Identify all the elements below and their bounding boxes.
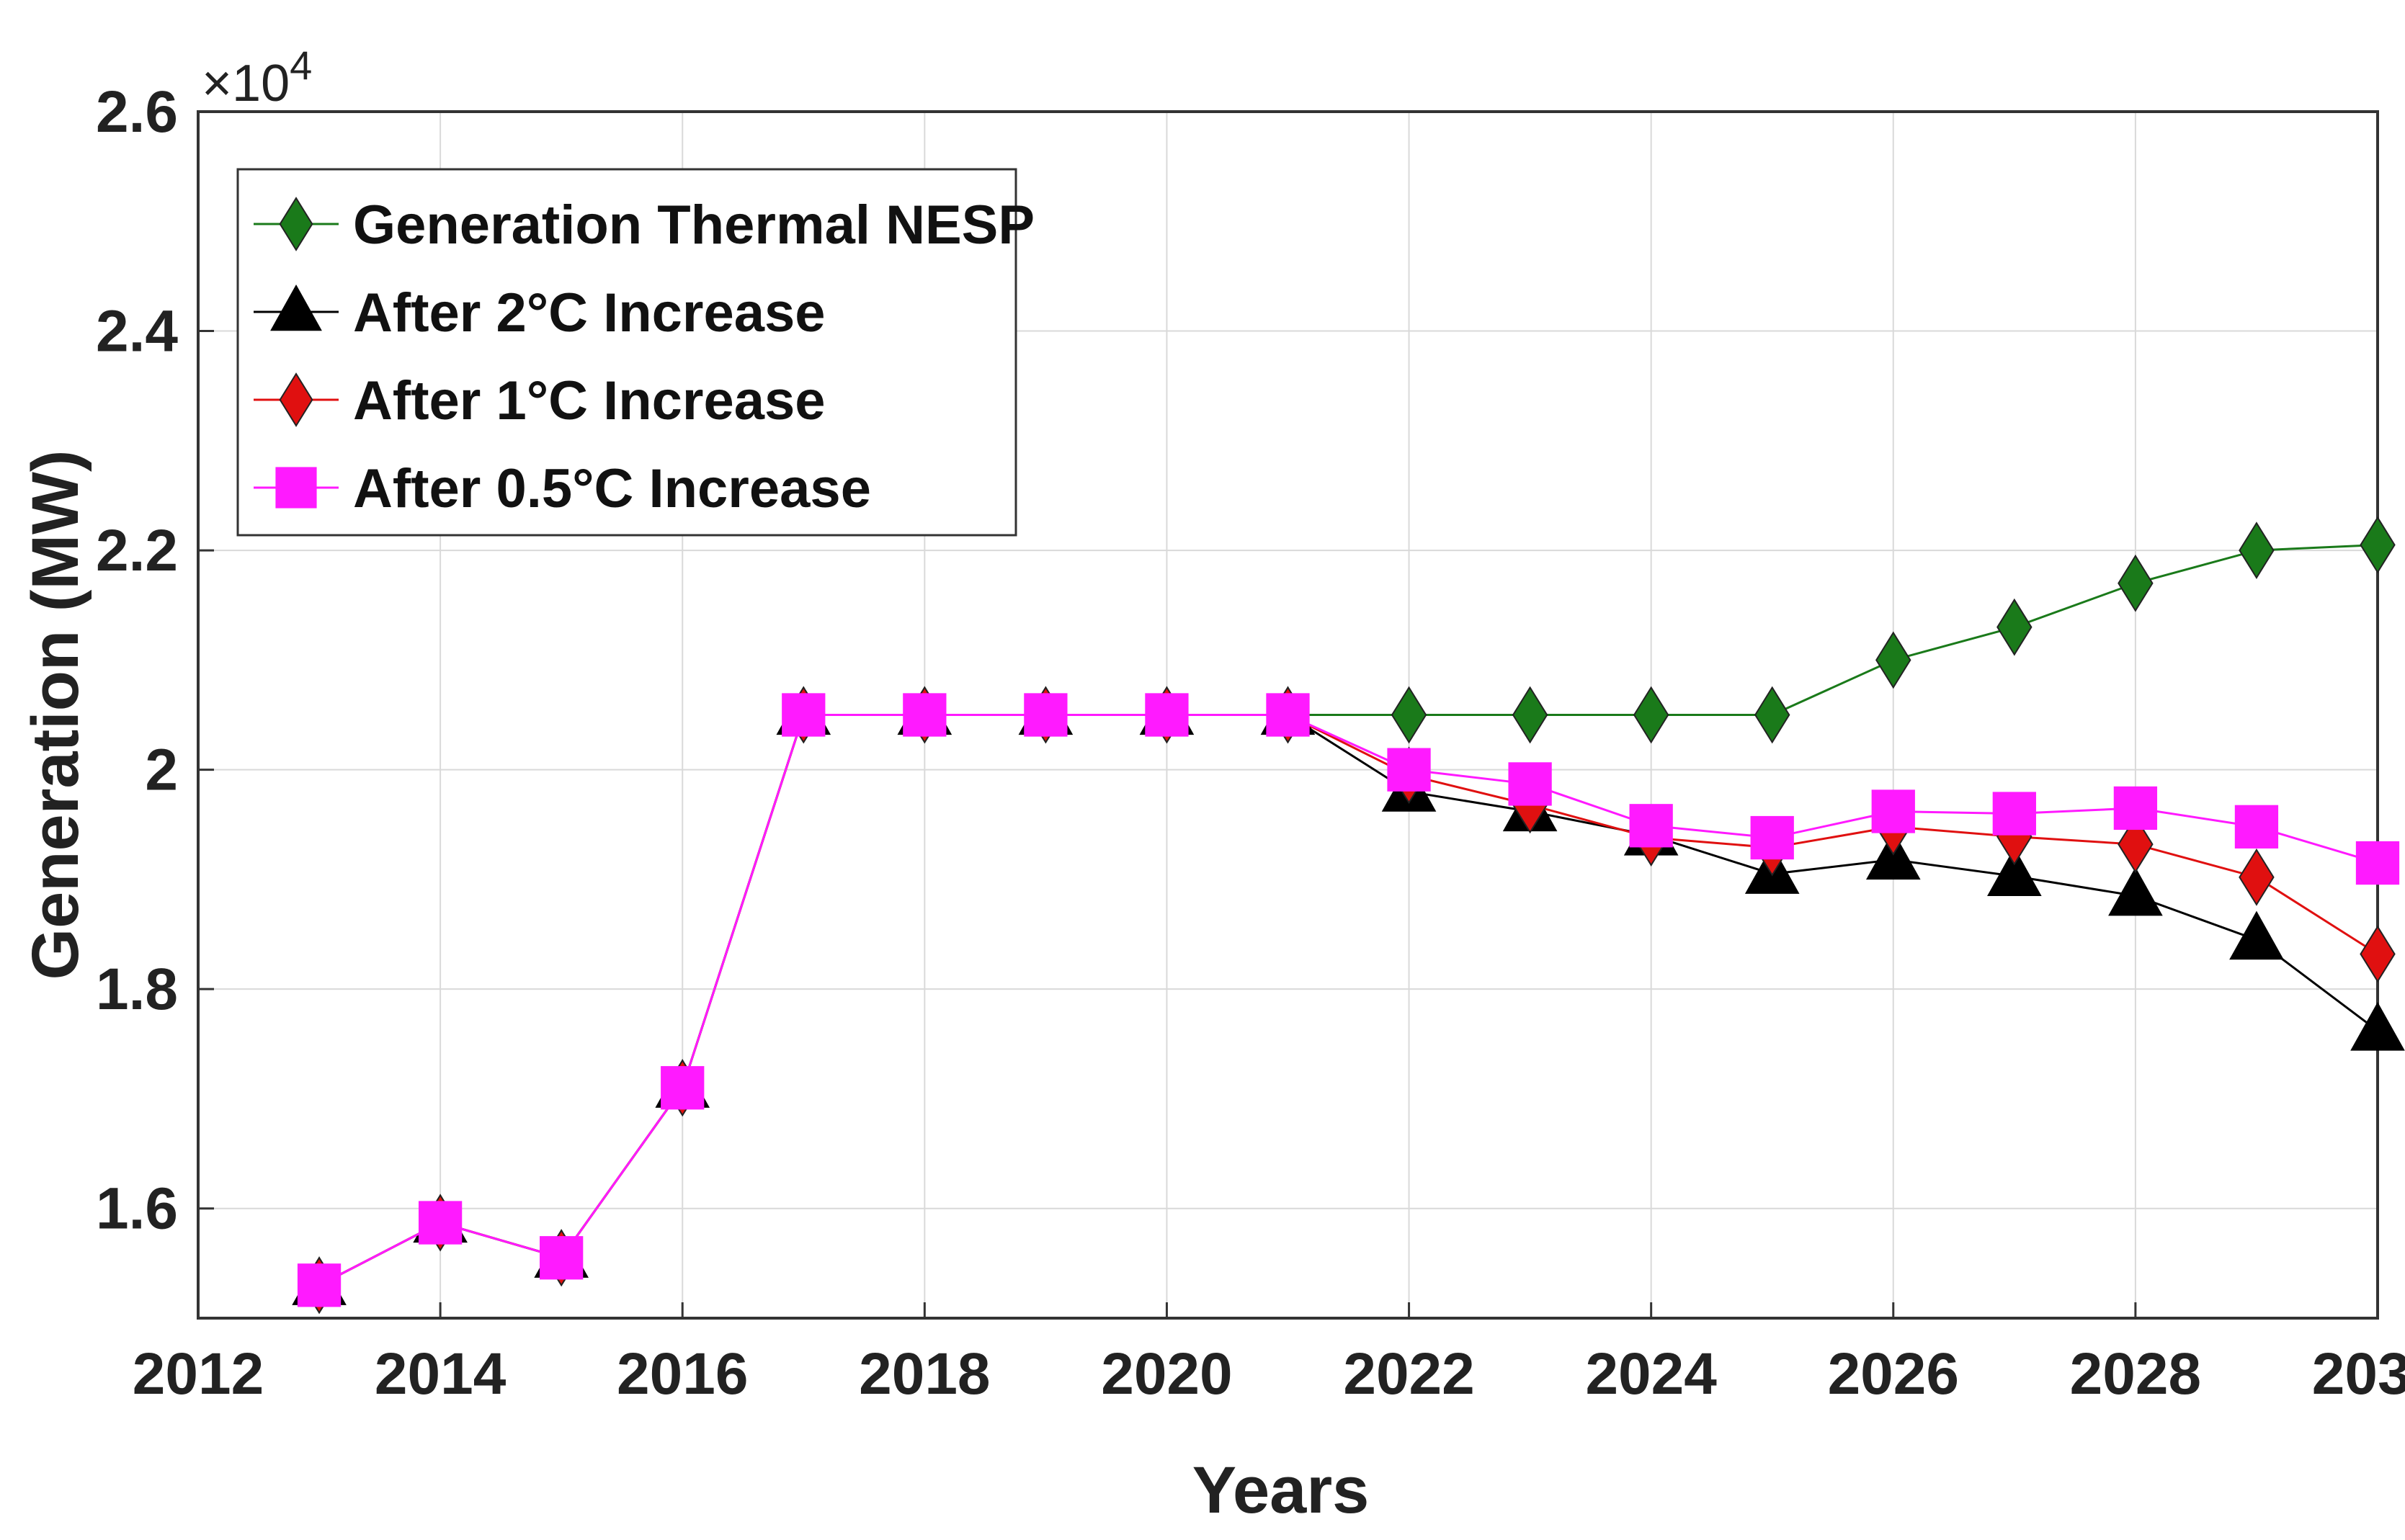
x-tick-label: 2014 — [375, 1341, 507, 1407]
x-tick-label: 2024 — [1585, 1341, 1717, 1407]
legend-marker — [275, 467, 317, 509]
plot-area-frame — [197, 110, 2379, 1320]
data-point — [1871, 789, 1915, 833]
x-tick-label: 2020 — [1101, 1341, 1232, 1407]
data-point — [1865, 831, 1921, 880]
data-point — [2360, 516, 2396, 574]
y-axis-exponent-base: ×10 — [202, 55, 290, 112]
data-point — [2239, 521, 2275, 579]
series-3 — [297, 693, 2400, 1307]
data-point — [1266, 693, 1310, 737]
y-tick-label: 2 — [145, 738, 178, 803]
y-axis-exponent-power: 4 — [290, 42, 312, 88]
data-point — [2355, 841, 2400, 885]
data-point — [1391, 686, 1427, 744]
data-point — [1629, 804, 1673, 848]
y-axis-title: Generation (MW) — [19, 450, 92, 980]
x-tick-label: 2028 — [2070, 1341, 2201, 1407]
legend-label: After 2°C Increase — [353, 282, 826, 344]
series-line — [318, 714, 2378, 1286]
legend-label: After 0.5°C Increase — [353, 458, 871, 519]
x-tick-label: 2030 — [2312, 1341, 2405, 1407]
data-point — [297, 1263, 342, 1307]
data-point — [1875, 631, 1911, 689]
series-1 — [292, 686, 2405, 1305]
data-point — [2360, 925, 2396, 983]
data-point — [1387, 748, 1431, 792]
data-point — [1512, 686, 1548, 744]
x-tick-label: 2026 — [1828, 1341, 1959, 1407]
data-point — [1145, 693, 1189, 737]
data-point — [2239, 848, 2275, 906]
data-point — [2118, 554, 2154, 612]
legend-marker — [270, 284, 322, 331]
data-point — [1996, 598, 2033, 656]
data-point — [661, 1066, 705, 1110]
data-point — [1987, 847, 2042, 896]
data-point — [1750, 815, 1794, 860]
legend-marker — [279, 372, 313, 427]
legend-item: Generation Thermal NESP — [254, 194, 1035, 256]
legend-item: After 0.5°C Increase — [254, 458, 871, 519]
series-line — [318, 543, 2378, 1286]
y-tick-label: 2.2 — [96, 518, 178, 583]
y-axis-exponent: ×104 — [202, 42, 312, 112]
x-tick-label: 2016 — [617, 1341, 748, 1407]
axis-ticks: 2012 2014 2016 2018 2020 2022 2024 2026 2028 2030… — [96, 79, 2405, 1407]
legend-label: Generation Thermal NESP — [353, 194, 1035, 256]
data-point — [2234, 805, 2279, 849]
series-line — [318, 714, 2378, 1286]
series-2 — [301, 686, 2396, 1315]
data-point — [540, 1236, 584, 1280]
y-tick-label: 2.6 — [96, 79, 178, 145]
data-point — [782, 693, 826, 737]
data-point — [2229, 910, 2284, 960]
data-point — [1754, 686, 1790, 744]
data-point — [2113, 786, 2158, 831]
data-point — [2118, 815, 2154, 874]
series-line — [318, 714, 2378, 1286]
x-axis-title: Years — [1192, 1454, 1370, 1527]
x-tick-label: 2018 — [859, 1341, 990, 1407]
x-tick-label: 2012 — [133, 1341, 264, 1407]
y-tick-label: 1.6 — [96, 1176, 178, 1242]
data-point — [418, 1201, 463, 1245]
data-point — [2350, 1001, 2405, 1051]
legend-box — [236, 168, 1017, 537]
data-point — [1024, 693, 1068, 737]
data-point — [1992, 792, 2036, 836]
legend: Generation Thermal NESP After 2°C Increas… — [236, 168, 1035, 537]
data-point — [1633, 686, 1669, 744]
data-point — [1508, 762, 1552, 806]
data-point — [2108, 867, 2163, 916]
legend-label: After 1°C Increase — [353, 370, 826, 431]
series-group — [292, 516, 2405, 1315]
legend-marker — [279, 197, 313, 251]
x-tick-label: 2022 — [1343, 1341, 1474, 1407]
y-tick-label: 1.8 — [96, 957, 178, 1022]
legend-item: After 1°C Increase — [254, 370, 826, 431]
legend-item: After 2°C Increase — [254, 282, 826, 344]
data-point — [903, 693, 947, 737]
series-0 — [301, 516, 2396, 1315]
y-tick-label: 2.4 — [96, 299, 178, 364]
